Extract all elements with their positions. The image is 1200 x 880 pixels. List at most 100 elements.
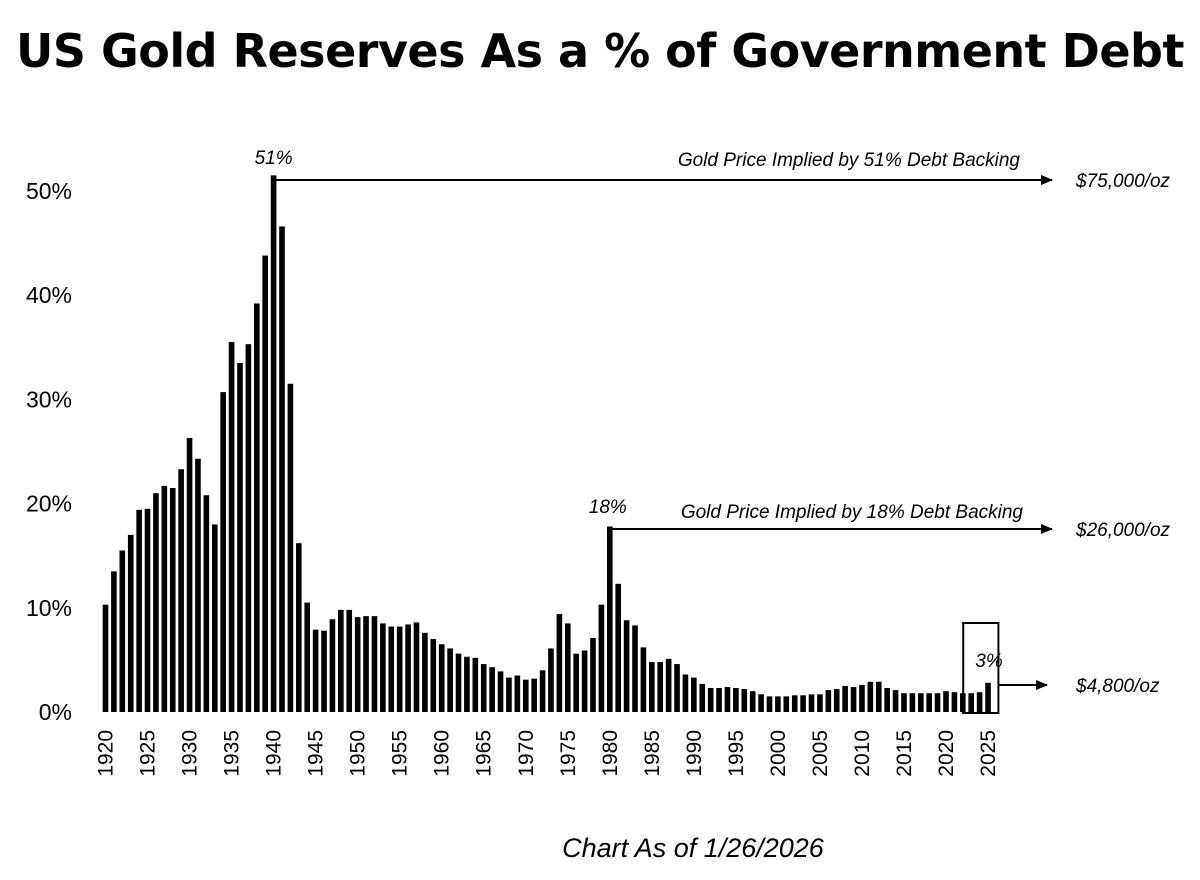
- bar-1968: [506, 677, 512, 712]
- bar-1985: [649, 661, 655, 712]
- y-tick-label: 10%: [26, 595, 72, 621]
- x-tick-label: 1985: [641, 730, 664, 777]
- bar-1984: [640, 647, 647, 712]
- bar-1987: [665, 658, 672, 712]
- bar-2002: [791, 695, 798, 712]
- bar-1961: [447, 648, 453, 712]
- bar-1993: [716, 688, 722, 712]
- bar-1996: [741, 689, 748, 712]
- bar-1921: [111, 571, 117, 712]
- y-tick-label: 0%: [39, 699, 72, 725]
- y-tick-label: 20%: [26, 491, 72, 517]
- bar-1979: [598, 604, 605, 712]
- bar-1958: [422, 632, 428, 712]
- bar-1960: [438, 644, 445, 712]
- bar-1989: [682, 674, 689, 712]
- bar-1980: [607, 526, 613, 712]
- bar-1990: [691, 677, 697, 712]
- bar-1942: [287, 383, 294, 712]
- bar-1955: [396, 626, 403, 712]
- price-label-4800: $4,800/oz: [1075, 676, 1160, 697]
- bar-1924: [136, 509, 142, 712]
- bar-2021: [951, 692, 958, 712]
- x-tick-label: 1990: [683, 730, 706, 777]
- bar-1962: [455, 653, 462, 712]
- implied-price-text-1980: Gold Price Implied by 18% Debt Backing: [681, 502, 1024, 523]
- x-tick-label: 2020: [935, 730, 958, 777]
- bar-1951: [363, 616, 369, 712]
- bar-2017: [917, 693, 924, 712]
- chart-title: US Gold Reserves As a % of Government De…: [16, 24, 1184, 78]
- bar-1981: [615, 583, 621, 712]
- bar-1937: [245, 344, 252, 712]
- bar-1920: [102, 604, 109, 712]
- bar-1929: [178, 469, 184, 712]
- bar-1992: [707, 688, 714, 712]
- bar-2020: [943, 691, 949, 712]
- bar-1922: [119, 550, 126, 712]
- bar-1932: [203, 495, 210, 712]
- x-tick-label: 1955: [389, 730, 412, 777]
- bar-2010: [859, 684, 865, 712]
- bar-1988: [674, 664, 680, 712]
- bar-1973: [548, 648, 554, 712]
- bar-1975: [564, 623, 571, 712]
- bar-1953: [380, 623, 386, 712]
- bar-2014: [892, 690, 899, 712]
- bar-1964: [472, 657, 479, 712]
- bar-1971: [531, 678, 537, 712]
- bar-1949: [346, 609, 353, 712]
- bar-1933: [211, 524, 218, 712]
- current-highlight-box: [962, 622, 1000, 714]
- bar-1976: [573, 653, 579, 712]
- y-tick-label: 30%: [26, 386, 72, 412]
- bar-2001: [783, 696, 790, 712]
- bar-1974: [556, 614, 563, 712]
- bar-1930: [186, 437, 193, 712]
- bar-2025: [985, 682, 991, 712]
- x-tick-label: 1995: [725, 730, 748, 777]
- bar-1946: [321, 630, 327, 712]
- x-tick-label: 1960: [431, 730, 454, 777]
- bar-1950: [354, 617, 361, 712]
- bar-2008: [842, 685, 848, 712]
- bar-1927: [161, 485, 168, 712]
- bar-1923: [127, 534, 134, 712]
- bar-2004: [808, 694, 815, 712]
- bar-1947: [329, 619, 336, 712]
- x-tick-label: 2000: [767, 730, 790, 777]
- annotations: 51% Gold Price Implied by 51% Debt Backin…: [255, 148, 1171, 714]
- bars: [102, 175, 991, 712]
- bar-1972: [539, 670, 546, 712]
- bar-1925: [144, 508, 151, 712]
- bar-1943: [296, 543, 302, 712]
- bar-1999: [766, 696, 773, 712]
- bar-2016: [909, 693, 916, 712]
- x-tick-label: 2015: [893, 730, 916, 777]
- bar-1945: [312, 629, 319, 712]
- x-tick-label: 1950: [347, 730, 370, 777]
- bar-1934: [220, 392, 226, 712]
- bar-1939: [262, 255, 268, 712]
- bar-1991: [699, 683, 706, 712]
- bar-2024: [976, 692, 983, 712]
- bar-1940: [270, 175, 277, 712]
- bar-1965: [480, 664, 487, 712]
- y-tick-label: 40%: [26, 282, 72, 308]
- bar-1941: [279, 226, 285, 712]
- x-tick-label: 2005: [809, 730, 832, 777]
- bar-2019: [934, 693, 941, 712]
- x-tick-label: 1975: [557, 730, 580, 777]
- bar-1938: [253, 303, 260, 712]
- chart-footnote: Chart As of 1/26/2026: [562, 833, 824, 863]
- bar-2009: [850, 686, 857, 712]
- price-label-26000: $26,000/oz: [1075, 520, 1171, 541]
- bar-1959: [430, 639, 437, 712]
- bar-1998: [758, 694, 764, 712]
- bar-1982: [623, 620, 630, 712]
- bar-1997: [749, 691, 756, 712]
- price-label-75000: $75,000/oz: [1075, 171, 1171, 192]
- bar-2005: [817, 694, 823, 712]
- bar-1978: [590, 638, 596, 712]
